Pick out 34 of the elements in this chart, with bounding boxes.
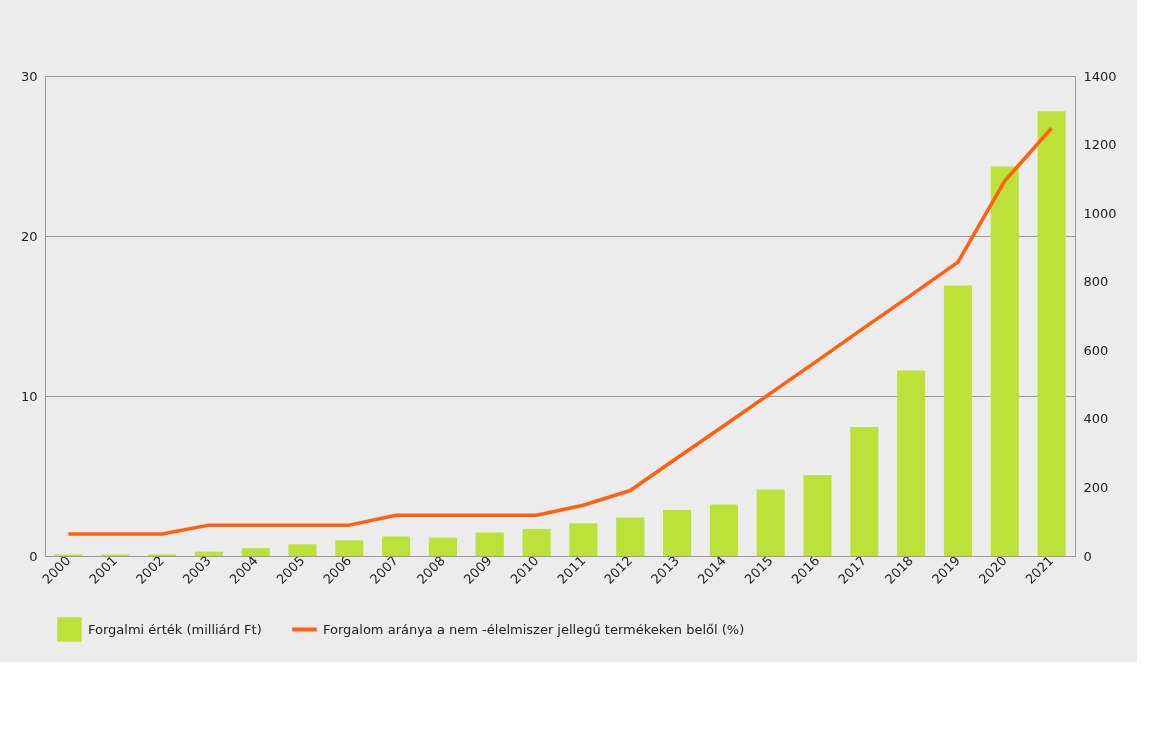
bar xyxy=(194,551,223,556)
y-tick-label: 30 xyxy=(20,68,38,84)
y2-tick-label: 200 xyxy=(1083,479,1109,495)
y2-tick-label: 0 xyxy=(1083,548,1092,564)
y-tick-label: 0 xyxy=(29,548,38,564)
bar xyxy=(897,370,926,556)
y-tick-label: 10 xyxy=(20,388,38,404)
bar xyxy=(663,509,692,556)
y2-tick-label: 1400 xyxy=(1083,68,1117,84)
bar xyxy=(522,528,551,556)
bar xyxy=(756,489,785,556)
bar xyxy=(709,504,738,556)
bar xyxy=(382,536,411,556)
bar xyxy=(990,166,1019,556)
line-series xyxy=(66,126,1054,536)
bar xyxy=(1037,111,1066,556)
y-tick-label: 20 xyxy=(20,228,38,244)
bar xyxy=(943,285,972,556)
y2-tick-label: 600 xyxy=(1083,342,1109,358)
bar xyxy=(569,523,598,556)
bar xyxy=(428,537,457,556)
y2-tick-label: 1200 xyxy=(1083,137,1117,153)
bar xyxy=(241,548,270,556)
y2-tick-label: 1000 xyxy=(1083,205,1117,221)
bar xyxy=(288,544,317,556)
y2-tick-label: 400 xyxy=(1083,411,1109,427)
bar xyxy=(850,426,879,556)
legend-label: Forgalmi érték (milliárd Ft) xyxy=(88,621,262,637)
bar xyxy=(616,517,645,556)
y2-tick-label: 800 xyxy=(1083,274,1109,290)
bar xyxy=(803,474,832,556)
legend-label: Forgalom aránya a nem -élelmiszer jellegű termékeken belől (%) xyxy=(323,621,745,637)
bar xyxy=(475,532,504,556)
bar xyxy=(335,540,364,556)
